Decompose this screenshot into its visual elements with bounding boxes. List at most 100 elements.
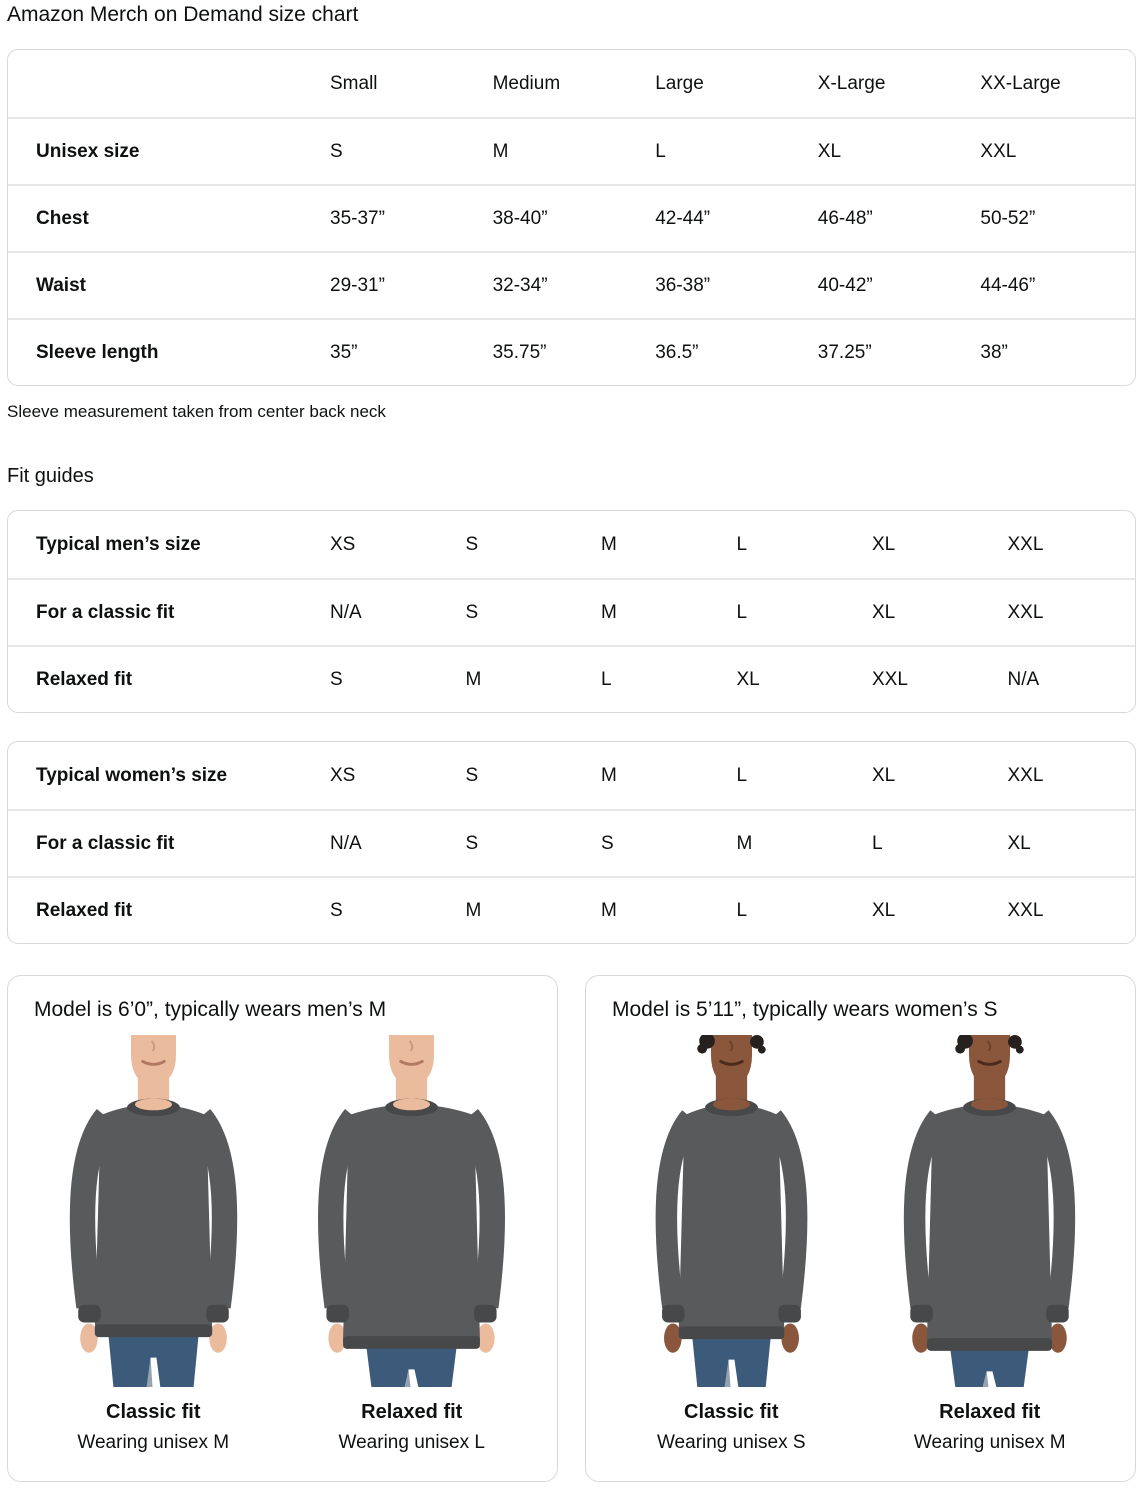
mens-photos: Classic fit Wearing unisex M Relaxed fit… <box>24 1035 541 1455</box>
page-title: Amazon Merch on Demand size chart <box>7 3 359 26</box>
table-cell: XS <box>330 764 356 786</box>
table-header-row: Small Medium Large X-Large XX-Large <box>8 50 1135 117</box>
table-cell: M <box>601 533 617 555</box>
table-cell: 32-34” <box>492 274 548 296</box>
table-cell: L <box>601 668 612 690</box>
table-cell: XXL <box>1007 601 1044 623</box>
sleeve-measurement-note: Sleeve measurement taken from center bac… <box>7 402 386 421</box>
table-cell: XXL <box>872 668 908 690</box>
table-cell: L <box>655 140 666 162</box>
table-cell: L <box>736 764 748 786</box>
table-cell: 36-38” <box>655 274 711 296</box>
table-cell: 38-40” <box>492 207 548 229</box>
row-label: Unisex size <box>36 140 140 162</box>
mens-model-panel: Model is 6’0”, typically wears men’s M C… <box>7 975 558 1482</box>
table-cell: M <box>465 899 482 921</box>
row-label: Waist <box>36 274 86 296</box>
table-cell: XL <box>872 899 896 921</box>
table-cell: L <box>736 533 748 555</box>
fit-caption: Relaxed fit <box>361 1401 463 1423</box>
table-cell: XL <box>736 668 760 690</box>
model-photo-relaxed <box>872 1035 1108 1387</box>
table-cell: 44-46” <box>980 274 1036 296</box>
column-header-large: Large <box>655 72 704 94</box>
table-cell: 46-48” <box>817 207 873 229</box>
row-label: Sleeve length <box>36 341 159 363</box>
table-cell: S <box>601 832 614 854</box>
table-cell: XXL <box>1007 764 1044 786</box>
table-cell: 42-44” <box>655 207 711 229</box>
table-row-unisex-size: Unisex size S M L XL XXL <box>8 117 1135 184</box>
wearing-caption: Wearing unisex M <box>913 1432 1066 1453</box>
size-chart-table: Small Medium Large X-Large XX-Large Unis… <box>7 49 1136 386</box>
row-label: Typical men’s size <box>36 533 201 555</box>
table-cell: 40-42” <box>817 274 873 296</box>
table-cell: XXL <box>980 140 1017 162</box>
mens-model-heading: Model is 6’0”, typically wears men’s M <box>34 998 387 1021</box>
table-row-chest: Chest 35-37” 38-40” 42-44” 46-48” 50-52” <box>8 184 1135 251</box>
model-panels: Model is 6’0”, typically wears men’s M C… <box>7 975 1136 1482</box>
table-cell: N/A <box>1007 668 1040 690</box>
womens-photos: Classic fit Wearing unisex S Relaxed fit… <box>602 1035 1119 1455</box>
photo-column: Classic fit Wearing unisex S <box>602 1035 861 1455</box>
womens-model-panel: Model is 5’11”, typically wears women’s … <box>585 975 1136 1482</box>
table-cell: XXL <box>1007 533 1044 555</box>
table-cell: 35” <box>330 341 358 363</box>
table-cell: M <box>736 832 753 854</box>
womens-model-heading: Model is 5’11”, typically wears women’s … <box>612 998 998 1021</box>
row-label: Chest <box>36 207 89 229</box>
table-row-mens-relaxed-fit: Relaxed fit S M L XL XXL N/A <box>8 645 1135 712</box>
table-cell: 37.25” <box>817 341 872 363</box>
table-cell: L <box>736 899 748 921</box>
fit-caption: Classic fit <box>106 1401 201 1423</box>
table-cell: M <box>601 764 617 786</box>
table-cell: XL <box>872 601 896 623</box>
column-header-xlarge: X-Large <box>817 72 886 94</box>
column-header-xxlarge: XX-Large <box>980 72 1061 94</box>
table-cell: S <box>465 832 479 854</box>
table-cell: L <box>736 601 748 623</box>
table-cell: XL <box>1007 832 1031 854</box>
table-row-womens-classic-fit: For a classic fit N/A S S M L XL <box>8 809 1135 876</box>
photo-column: Relaxed fit Wearing unisex M <box>861 1035 1120 1455</box>
table-cell: XS <box>330 533 356 555</box>
table-cell: M <box>492 140 509 162</box>
table-cell: S <box>465 764 479 786</box>
photo-column: Classic fit Wearing unisex M <box>24 1035 283 1455</box>
model-photo-relaxed <box>294 1035 530 1387</box>
table-cell: L <box>872 832 883 854</box>
table-cell: 36.5” <box>655 341 699 363</box>
row-label: For a classic fit <box>36 601 175 623</box>
table-row-womens-relaxed-fit: Relaxed fit S M M L XL XXL <box>8 876 1135 943</box>
table-cell: S <box>330 899 343 921</box>
table-cell: XL <box>872 764 896 786</box>
table-cell: XL <box>872 533 896 555</box>
row-label: Typical women’s size <box>36 764 228 786</box>
table-cell: S <box>330 668 343 690</box>
wearing-caption: Wearing unisex M <box>77 1432 230 1453</box>
model-photo-classic <box>35 1035 271 1387</box>
table-cell: N/A <box>330 601 362 623</box>
row-label: Relaxed fit <box>36 668 133 690</box>
row-label: Relaxed fit <box>36 899 133 921</box>
fit-caption: Classic fit <box>684 1401 779 1423</box>
mens-fit-guide-table: Typical men’s size XS S M L XL XXL For a… <box>7 510 1136 713</box>
table-row-waist: Waist 29-31” 32-34” 36-38” 40-42” 44-46” <box>8 251 1135 318</box>
table-cell: 35-37” <box>330 207 385 229</box>
model-photo-classic <box>613 1035 849 1387</box>
column-header-small: Small <box>330 72 378 94</box>
table-cell: 50-52” <box>980 207 1036 229</box>
wearing-caption: Wearing unisex S <box>656 1432 806 1453</box>
table-cell: 38” <box>980 341 1008 363</box>
photo-column: Relaxed fit Wearing unisex L <box>283 1035 542 1455</box>
fit-caption: Relaxed fit <box>939 1401 1041 1423</box>
womens-fit-guide-table: Typical women’s size XS S M L XL XXL For… <box>7 741 1136 944</box>
table-cell: S <box>465 601 479 623</box>
table-cell: N/A <box>330 832 362 854</box>
row-label: For a classic fit <box>36 832 175 854</box>
table-row-sleeve-length: Sleeve length 35” 35.75” 36.5” 37.25” 38… <box>8 318 1135 385</box>
fit-guides-heading: Fit guides <box>7 465 94 487</box>
table-cell: XXL <box>1007 899 1044 921</box>
table-row-typical-womens-size: Typical women’s size XS S M L XL XXL <box>8 742 1135 809</box>
